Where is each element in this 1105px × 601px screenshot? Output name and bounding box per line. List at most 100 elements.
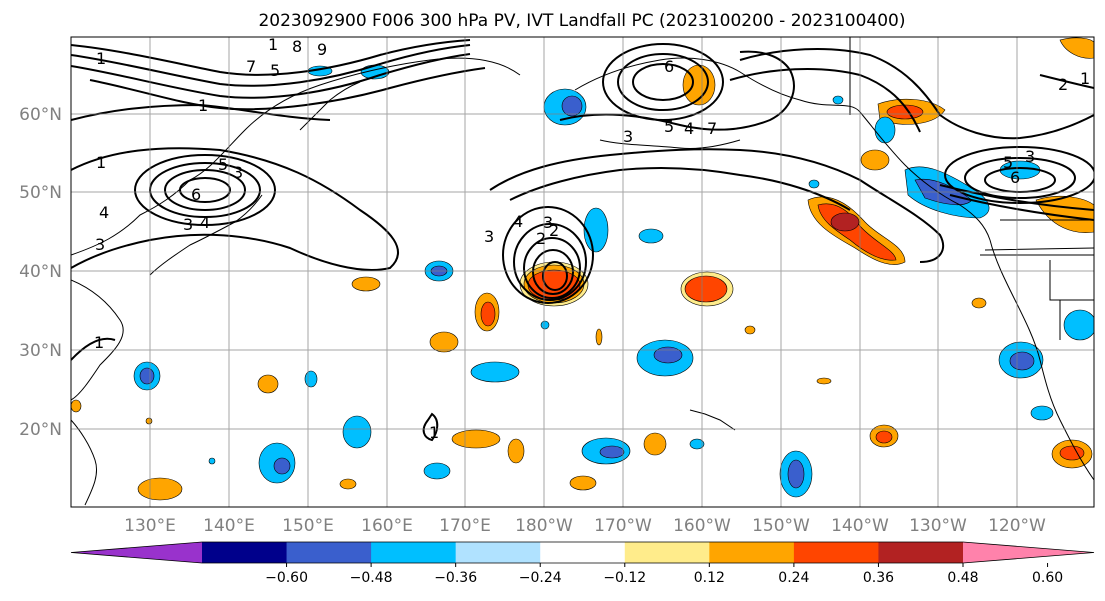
contour-label: 6 [664, 57, 674, 76]
negative-anomaly-region [470, 361, 520, 383]
negative-anomaly-region [874, 116, 896, 144]
negative-anomaly-region [787, 459, 805, 489]
contour-label: 1 [198, 96, 208, 115]
positive-anomaly-region [71, 399, 82, 413]
colorbar-swatch [709, 542, 795, 563]
aleutian-islands [599, 139, 741, 149]
positive-anomaly-region [339, 478, 357, 490]
colorbar-swatch [286, 542, 372, 563]
lat-label: 20°N [19, 420, 62, 440]
kuril-coastline [299, 81, 361, 131]
contour-label: 7 [707, 119, 717, 138]
negative-anomaly-region [1030, 405, 1054, 421]
negative-anomaly-region [1063, 309, 1094, 341]
alaska-coastline [574, 57, 991, 241]
lat-label: 40°N [19, 262, 62, 282]
pv-contour-line [602, 43, 724, 121]
contour-label: 1 [94, 333, 104, 352]
positive-anomaly-region [971, 297, 987, 309]
positive-anomaly-region [1059, 37, 1094, 59]
pv-contour-line [164, 169, 246, 211]
colorbar-tick-label: 0.24 [778, 570, 809, 586]
positive-anomaly-region [480, 301, 496, 327]
pv-contour-line [71, 103, 331, 121]
contour-label: 1 [1080, 69, 1090, 88]
positive-anomaly-region [137, 477, 183, 501]
pv-contour-line [71, 44, 471, 87]
contour-label: 2 [536, 229, 546, 248]
pv-contour-line [1039, 74, 1094, 89]
lon-label: 130°W [909, 516, 967, 536]
pv-contour-line [559, 50, 795, 131]
negative-anomaly-region [208, 457, 216, 465]
lat-label: 60°N [19, 105, 62, 125]
colorbar-tick-label: 0.36 [863, 570, 894, 586]
colorbar-swatch [202, 542, 288, 563]
negative-anomaly-region [561, 95, 583, 117]
contour-label: 4 [513, 212, 523, 231]
pv-contour-line [632, 63, 694, 101]
pv-contour-line [71, 53, 471, 99]
contour-labels: 1 8 9 7 5 1 1 5 6 3 4 3 3 4 4 3 2 1 6 4 … [94, 37, 1090, 442]
negative-anomaly-region [304, 370, 318, 388]
contour-label: 9 [317, 40, 327, 59]
positive-anomaly-region [257, 374, 279, 394]
negative-anomaly-region [832, 95, 844, 105]
positive-anomaly-region [145, 417, 153, 425]
pv-contour-line [489, 148, 945, 263]
colorbar-swatch [793, 542, 879, 563]
contour-label: 5 [218, 155, 228, 174]
positive-anomaly-region [595, 328, 603, 346]
negative-anomaly-region [689, 438, 705, 450]
positive-anomaly-region [744, 325, 756, 335]
positive-anomaly-region [830, 212, 860, 232]
pv-contour-line [513, 223, 587, 301]
ivt-pc-shading [71, 37, 1094, 501]
contour-label: 4 [684, 119, 694, 138]
negative-anomaly-region [599, 445, 625, 459]
colorbar-extend-low [71, 542, 202, 563]
colorbar-tick-label: 0.12 [694, 570, 725, 586]
colorbar-tick-label: −0.24 [519, 570, 562, 586]
positive-anomaly-region [507, 438, 525, 464]
contour-label: 5 [664, 117, 674, 136]
coastlines [71, 37, 1094, 506]
contour-label: 5 [270, 61, 280, 80]
positive-anomaly-region [1059, 445, 1085, 461]
lon-label: 120°W [988, 516, 1046, 536]
country-borders [980, 219, 1094, 256]
negative-anomaly-region [139, 367, 155, 385]
lon-label: 150°W [752, 516, 810, 536]
positive-anomaly-region [643, 432, 667, 456]
contour-label: 6 [1010, 168, 1020, 187]
lon-label: 170°E [439, 516, 491, 536]
negative-anomaly-region [1009, 351, 1035, 371]
contour-label: 5 [1003, 153, 1013, 172]
asia-coastline [71, 57, 521, 256]
pv-contour-line [532, 249, 574, 295]
hawaii-islands [689, 409, 736, 431]
lon-label: 150°E [282, 516, 334, 536]
colorbar-tick-label: 0.60 [1032, 570, 1063, 586]
colorbar-swatch [878, 542, 964, 563]
colorbar-swatch [540, 542, 626, 563]
positive-anomaly-region [816, 377, 832, 385]
contour-label: 3 [623, 127, 633, 146]
lon-label: 160°W [673, 516, 731, 536]
colorbar-outline [70, 541, 1095, 564]
pv-contour-line [542, 261, 568, 291]
map-frame [70, 36, 1095, 508]
pv-contour-line [617, 53, 709, 111]
positive-anomaly-region [429, 331, 459, 353]
positive-anomaly-region [451, 429, 501, 449]
lon-label: 170°W [594, 516, 652, 536]
positive-anomaly-region [875, 430, 893, 444]
pv-contour-line [89, 67, 486, 111]
negative-anomaly-region [273, 457, 291, 475]
pv-contour-line [179, 177, 231, 203]
longitude-labels: 130°E 140°E 150°E 160°E 170°E 180°W 170°… [124, 516, 1046, 536]
colorbar-swatch [371, 542, 457, 563]
negative-anomaly-region [583, 207, 609, 253]
pv-contour-line [71, 39, 471, 76]
